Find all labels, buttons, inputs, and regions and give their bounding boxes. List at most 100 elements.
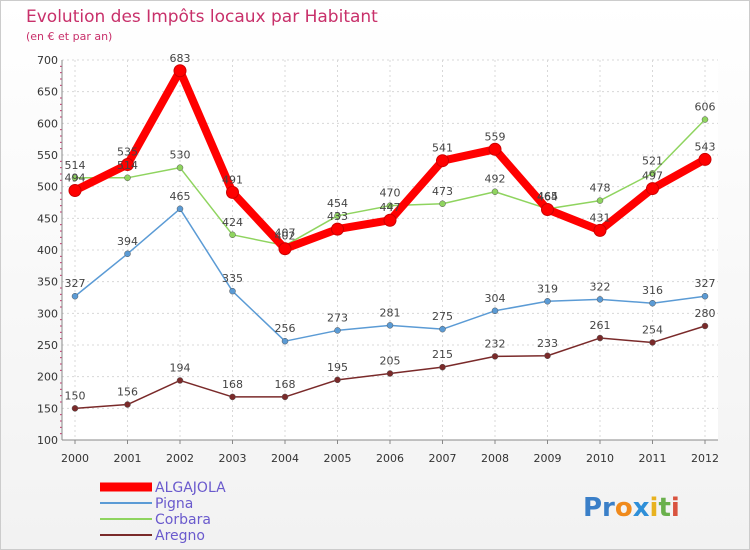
data-label-pigna: 304 xyxy=(485,292,506,305)
legend-label-corbara: Corbara xyxy=(155,512,211,528)
data-label-pigna: 281 xyxy=(380,306,401,319)
data-label-algajola: 433 xyxy=(327,210,348,223)
data-label-aregno: 194 xyxy=(170,361,191,374)
y-tick-label: 600 xyxy=(37,117,58,130)
axes: 100 150 200 250 300 350 400 450 500 550 600 650 700 2… xyxy=(37,54,719,465)
point-aregno xyxy=(386,370,394,377)
logo-part-6: i xyxy=(671,493,680,523)
data-label-pigna: 335 xyxy=(222,272,243,285)
point-algajola xyxy=(331,222,344,236)
data-label-aregno: 261 xyxy=(590,319,611,332)
data-label-algajola: 464 xyxy=(537,190,558,203)
data-label-corbara: 521 xyxy=(642,154,663,167)
data-label-pigna: 394 xyxy=(117,235,138,248)
x-tick-label: 2012 xyxy=(691,452,719,465)
data-label-aregno: 195 xyxy=(327,361,348,374)
data-label-algajola: 494 xyxy=(65,171,86,184)
point-pigna xyxy=(544,298,551,305)
point-corbara xyxy=(596,197,604,204)
data-label-pigna: 322 xyxy=(590,280,611,293)
point-aregno xyxy=(176,377,184,384)
point-corbara xyxy=(71,174,79,182)
data-label-pigna: 256 xyxy=(275,322,296,335)
data-label-algajola: 447 xyxy=(380,201,401,214)
point-corbara xyxy=(386,202,394,209)
logo-part-3: x xyxy=(633,493,650,523)
point-pigna xyxy=(281,337,289,345)
point-algajola xyxy=(278,242,292,256)
data-label-pigna: 319 xyxy=(537,282,558,295)
point-corbara xyxy=(229,231,236,239)
point-aregno xyxy=(649,339,656,346)
legend-label-pigna: Pigna xyxy=(155,496,193,512)
point-aregno xyxy=(544,352,551,360)
y-tick-label: 300 xyxy=(37,307,58,320)
x-tick-label: 2005 xyxy=(324,452,352,465)
data-label-pigna: 275 xyxy=(432,310,453,323)
legend-label-algajola: ALGAJOLA xyxy=(155,480,226,496)
point-pigna xyxy=(124,250,131,258)
point-corbara xyxy=(701,116,709,123)
point-pigna xyxy=(386,322,394,329)
point-algajola xyxy=(541,202,554,216)
data-labels: 494 535 683 491 402 433 447 541 559 464 431 497 543 3… xyxy=(65,52,716,403)
point-algajola xyxy=(68,183,82,197)
x-tick-label: 2000 xyxy=(61,452,89,465)
point-algajola xyxy=(173,64,187,78)
x-tick-label: 2011 xyxy=(639,452,667,465)
proxiti-logo: Proxiti xyxy=(583,493,680,523)
x-tick-label: 2008 xyxy=(481,452,509,465)
logo-part-4: i xyxy=(650,493,659,523)
point-aregno xyxy=(281,393,289,401)
y-tick-label: 500 xyxy=(37,181,58,194)
y-tick-label: 200 xyxy=(37,371,58,384)
point-aregno xyxy=(596,334,604,342)
point-corbara xyxy=(439,200,446,208)
point-aregno xyxy=(229,393,236,401)
legend-label-aregno: Aregno xyxy=(155,528,205,544)
point-pigna xyxy=(491,307,499,315)
x-tick-label: 2009 xyxy=(534,452,562,465)
data-label-algajola: 491 xyxy=(222,173,243,186)
x-tick-label: 2010 xyxy=(586,452,614,465)
point-aregno xyxy=(334,376,341,384)
data-label-algajola: 543 xyxy=(695,140,716,153)
logo-part-2: o xyxy=(615,493,633,523)
data-label-corbara: 514 xyxy=(65,159,86,172)
point-corbara xyxy=(649,170,656,177)
data-label-aregno: 168 xyxy=(222,378,243,391)
y-tick-label: 100 xyxy=(37,434,58,447)
x-tick-label: 2006 xyxy=(376,452,404,465)
y-tick-label: 550 xyxy=(37,149,58,162)
data-label-corbara: 478 xyxy=(590,182,611,195)
point-aregno xyxy=(491,353,499,360)
point-pigna xyxy=(439,325,446,333)
point-pigna xyxy=(701,292,709,300)
chart-title: Evolution des Impôts locaux par Habitant xyxy=(26,7,378,27)
x-tick-label: 2003 xyxy=(219,452,247,465)
y-tick-label: 650 xyxy=(37,86,58,99)
y-tick-label: 700 xyxy=(37,54,58,67)
y-tick-label: 400 xyxy=(37,244,58,257)
data-label-pigna: 327 xyxy=(695,277,716,290)
data-label-algajola: 559 xyxy=(485,130,506,143)
point-algajola xyxy=(646,182,659,196)
logo-part-1: Pr xyxy=(583,493,615,523)
svg-text:Proxiti: Proxiti xyxy=(583,493,680,523)
point-algajola xyxy=(488,142,502,156)
point-pigna xyxy=(229,287,236,295)
data-label-aregno: 168 xyxy=(275,378,296,391)
point-aregno xyxy=(701,322,709,330)
point-algajola xyxy=(383,213,397,227)
point-pigna xyxy=(176,205,184,213)
data-label-corbara: 454 xyxy=(327,197,348,210)
chart-subtitle: (en € et par an) xyxy=(26,30,112,43)
point-pigna xyxy=(334,327,341,334)
data-label-aregno: 150 xyxy=(65,389,86,402)
data-label-pigna: 327 xyxy=(65,277,86,290)
point-corbara xyxy=(491,188,499,195)
data-label-algajola: 535 xyxy=(117,146,138,159)
point-algajola xyxy=(121,158,134,171)
